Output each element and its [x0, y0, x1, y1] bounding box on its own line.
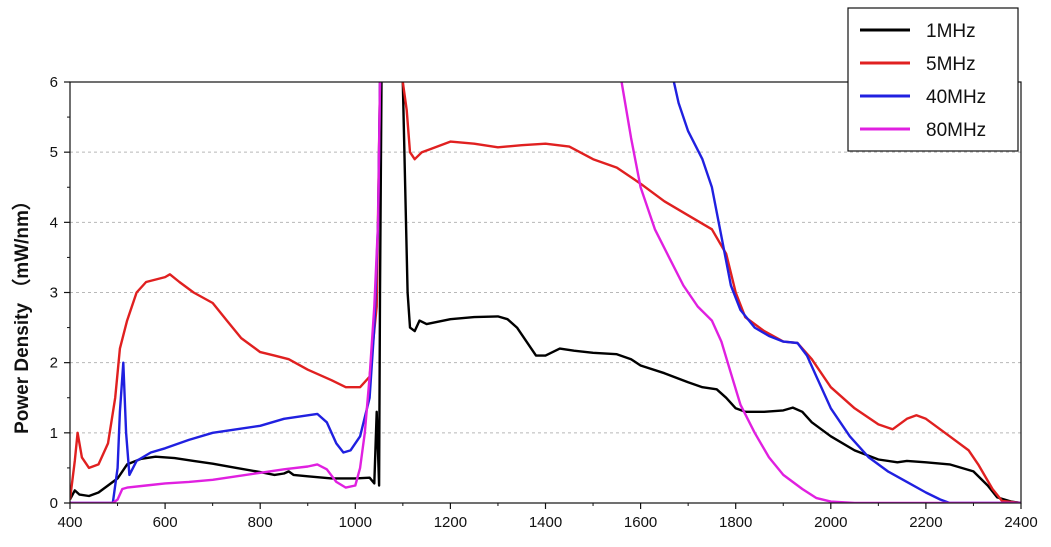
legend: 1MHz 5MHz 40MHz 80MHz: [847, 7, 1019, 152]
x-tick-label-2400: 2400: [1004, 514, 1037, 531]
y-tick-label-6: 6: [50, 74, 58, 91]
x-axis: 400 600 800 1000 1200 1400 1600 1800 2000 2200 240…: [57, 503, 1038, 531]
y-tick-label-0: 0: [50, 495, 58, 512]
series-line-80MHz: [70, 82, 1021, 503]
x-tick-label-2200: 2200: [909, 514, 942, 531]
x-tick-label-1200: 1200: [434, 514, 467, 531]
y-tick-label-4: 4: [50, 214, 58, 231]
x-tick-label-1600: 1600: [624, 514, 657, 531]
y-axis: 0 1 2 3 4 5 6: [50, 74, 70, 512]
x-tick-label-800: 800: [248, 514, 273, 531]
y-tick-label-2: 2: [50, 355, 58, 372]
y-tick-label-5: 5: [50, 144, 58, 161]
gridlines: [70, 151, 1021, 434]
x-tick-label-600: 600: [153, 514, 178, 531]
series-line-5MHz: [70, 82, 1021, 503]
x-tick-label-1000: 1000: [339, 514, 372, 531]
series-layer: [70, 82, 1021, 503]
y-axis-title: Power Density （mW/nm）: [10, 191, 33, 434]
series-line-1MHz: [70, 82, 1021, 503]
legend-label-40MHz: 40MHz: [926, 87, 986, 108]
legend-label-80MHz: 80MHz: [926, 120, 986, 141]
x-tick-label-1800: 1800: [719, 514, 752, 531]
legend-label-5MHz: 5MHz: [926, 54, 976, 75]
series-line-40MHz: [70, 82, 1021, 503]
x-tick-label-2000: 2000: [814, 514, 847, 531]
legend-box: [847, 7, 1019, 152]
y-tick-label-3: 3: [50, 285, 58, 302]
legend-label-1MHz: 1MHz: [926, 21, 976, 42]
y-tick-label-1: 1: [50, 425, 58, 442]
x-tick-label-400: 400: [57, 514, 82, 531]
x-tick-label-1400: 1400: [529, 514, 562, 531]
